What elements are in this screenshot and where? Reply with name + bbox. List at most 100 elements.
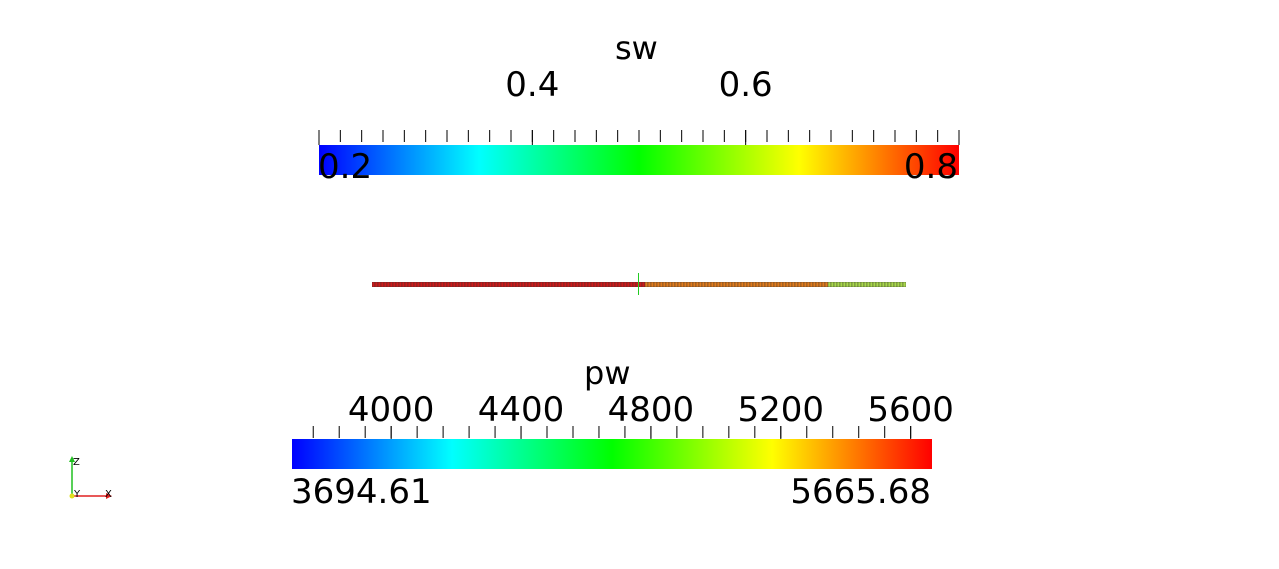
mesh-cell xyxy=(500,282,505,287)
mesh-cell xyxy=(740,282,745,287)
mesh-cell xyxy=(593,282,598,287)
mesh-cell xyxy=(872,282,877,287)
sw-tick-label: 0.4 xyxy=(505,65,560,105)
pw-colorbar xyxy=(292,439,932,469)
mesh-cell xyxy=(845,282,850,287)
mesh-cell xyxy=(629,282,634,287)
mesh-cell xyxy=(602,282,607,287)
mesh-cell xyxy=(524,282,529,287)
mesh-cell xyxy=(632,282,637,287)
mesh-cell xyxy=(692,282,697,287)
mesh-cell xyxy=(680,282,685,287)
mesh-cell xyxy=(749,282,754,287)
mesh-cell xyxy=(869,282,874,287)
mesh-cell xyxy=(461,282,466,287)
mesh-cell xyxy=(851,282,856,287)
mesh-cell xyxy=(776,282,781,287)
mesh-cell xyxy=(392,282,397,287)
mesh-cell xyxy=(569,282,574,287)
mesh-cell xyxy=(668,282,673,287)
mesh-cell xyxy=(821,282,826,287)
pw-color-legend: pw 4000 4400 4800 5200 5600 3694.61 5665… xyxy=(291,354,954,515)
pw-tick-marks xyxy=(312,426,912,453)
orientation-axes-widget: Z Y X xyxy=(60,452,120,507)
mesh-cell xyxy=(848,282,853,287)
mesh-cell xyxy=(545,282,550,287)
mesh-cell xyxy=(608,282,613,287)
mesh-cell xyxy=(482,282,487,287)
x-axis-label: X xyxy=(105,489,112,500)
mesh-cell xyxy=(404,282,409,287)
mesh-cell xyxy=(452,282,457,287)
mesh-cell xyxy=(830,282,835,287)
pw-tick-label: 5200 xyxy=(737,390,825,430)
mesh-cell xyxy=(551,282,556,287)
mesh-cell xyxy=(701,282,706,287)
mesh-cell xyxy=(896,282,901,287)
mesh-cell xyxy=(422,282,427,287)
mesh-cell xyxy=(614,282,619,287)
mesh-cell xyxy=(455,282,460,287)
pw-range-max: 5665.68 xyxy=(790,472,931,512)
mesh-cell xyxy=(659,282,664,287)
mesh-cell xyxy=(626,282,631,287)
mesh-cell xyxy=(719,282,724,287)
sw-range-max: 0.8 xyxy=(903,147,958,187)
mesh-cell xyxy=(413,282,418,287)
mesh-cell xyxy=(902,282,906,287)
mesh-cell xyxy=(866,282,871,287)
mesh-cell xyxy=(377,282,382,287)
mesh-cell xyxy=(713,282,718,287)
mesh-cell xyxy=(623,282,628,287)
mesh-cell xyxy=(785,282,790,287)
mesh-cell xyxy=(491,282,496,287)
mesh-cell xyxy=(689,282,694,287)
mesh-cell xyxy=(887,282,892,287)
mesh-cell xyxy=(372,282,376,287)
pw-legend-title: pw xyxy=(584,354,631,392)
mesh-cell xyxy=(686,282,691,287)
mesh-cell xyxy=(599,282,604,287)
mesh-cell xyxy=(581,282,586,287)
mesh-cell xyxy=(770,282,775,287)
mesh-cell xyxy=(836,282,841,287)
mesh-cell xyxy=(464,282,469,287)
mesh-cell xyxy=(743,282,748,287)
mesh-cell xyxy=(425,282,430,287)
mesh-cell xyxy=(761,282,766,287)
mesh-cell xyxy=(842,282,847,287)
mesh-cell xyxy=(437,282,442,287)
mesh-cell xyxy=(731,282,736,287)
mesh-cell xyxy=(881,282,886,287)
mesh-cell xyxy=(860,282,865,287)
mesh-cell xyxy=(728,282,733,287)
mesh-cell xyxy=(605,282,610,287)
mesh-cell xyxy=(677,282,682,287)
mesh-cell xyxy=(476,282,481,287)
mesh-cell xyxy=(878,282,883,287)
mesh-cell xyxy=(812,282,817,287)
mesh-cell xyxy=(584,282,589,287)
sw-colorbar xyxy=(319,145,959,175)
mesh-cell xyxy=(407,282,412,287)
mesh-cell xyxy=(401,282,406,287)
mesh-cell xyxy=(374,282,379,287)
mesh-cell xyxy=(863,282,868,287)
mesh-cell xyxy=(734,282,739,287)
mesh-cell xyxy=(839,282,844,287)
pw-range-min: 3694.61 xyxy=(291,472,432,512)
mesh-cell xyxy=(470,282,475,287)
mesh-cell xyxy=(644,282,649,287)
mesh-cell xyxy=(800,282,805,287)
mesh-cell xyxy=(620,282,625,287)
mesh-cell xyxy=(380,282,385,287)
mesh-cell xyxy=(539,282,544,287)
y-axis-dot xyxy=(69,493,75,499)
mesh-cell xyxy=(764,282,769,287)
mesh-cell xyxy=(716,282,721,287)
mesh-cell xyxy=(449,282,454,287)
sw-tick-label: 0.6 xyxy=(718,65,773,105)
sw-legend-title: sw xyxy=(615,29,658,67)
mesh-cell xyxy=(662,282,667,287)
mesh-cell xyxy=(512,282,517,287)
